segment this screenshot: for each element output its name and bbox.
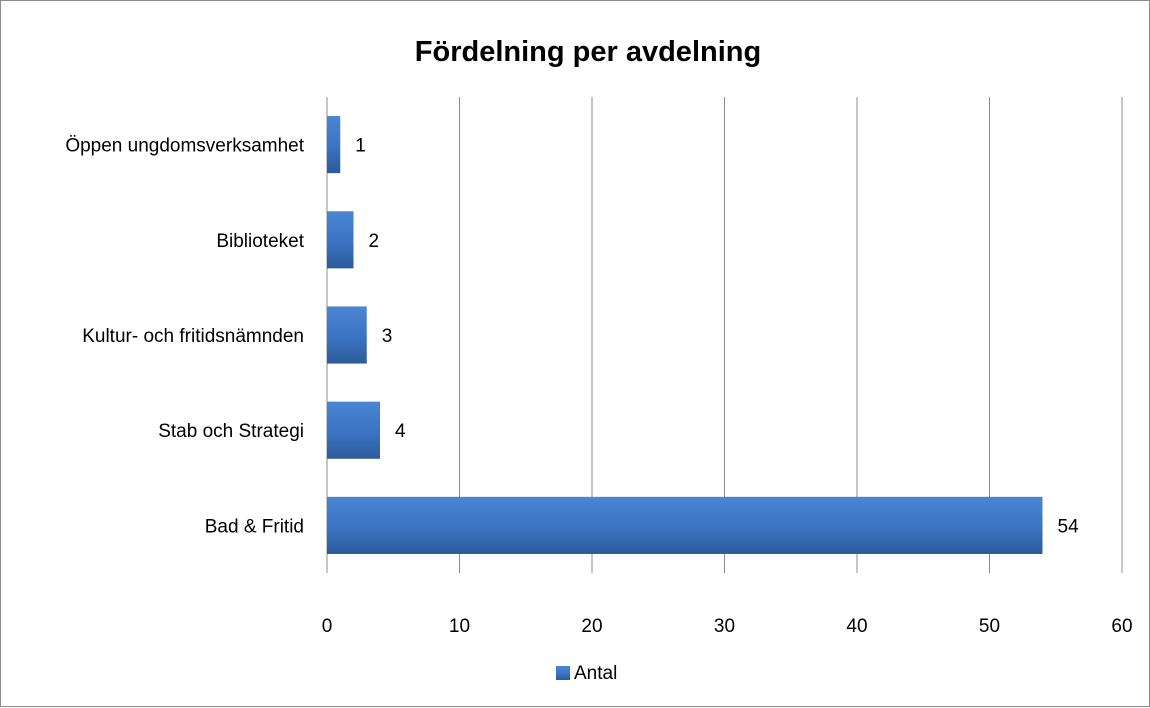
category-label-0: Öppen ungdomsverksamhet [65,136,304,157]
chart-title: Fördelning per avdelning [415,36,761,68]
x-tick-label-50: 50 [979,616,1000,637]
bar-0 [327,116,341,174]
legend-label: Antal [574,663,617,684]
category-label-2: Kultur- och fritidsnämnden [82,326,304,347]
x-tick-label-30: 30 [714,616,735,637]
category-label-3: Stab och Strategi [158,421,304,442]
data-label-3: 4 [395,421,406,442]
x-tick-label-20: 20 [581,616,602,637]
category-label-1: Biblioteket [216,231,304,252]
bar-1 [327,211,354,269]
x-tick-label-0: 0 [322,616,333,637]
x-tick-label-10: 10 [449,616,470,637]
data-label-4: 54 [1058,516,1080,537]
data-label-1: 2 [369,231,380,252]
data-label-2: 3 [382,326,393,347]
bar-4 [327,496,1043,554]
x-tick-label-60: 60 [1111,616,1132,637]
category-label-4: Bad & Fritid [205,516,304,537]
bar-2 [327,306,367,364]
x-tick-label-40: 40 [846,616,867,637]
data-label-0: 1 [355,136,366,157]
bar-3 [327,401,380,459]
legend-swatch [556,666,570,680]
